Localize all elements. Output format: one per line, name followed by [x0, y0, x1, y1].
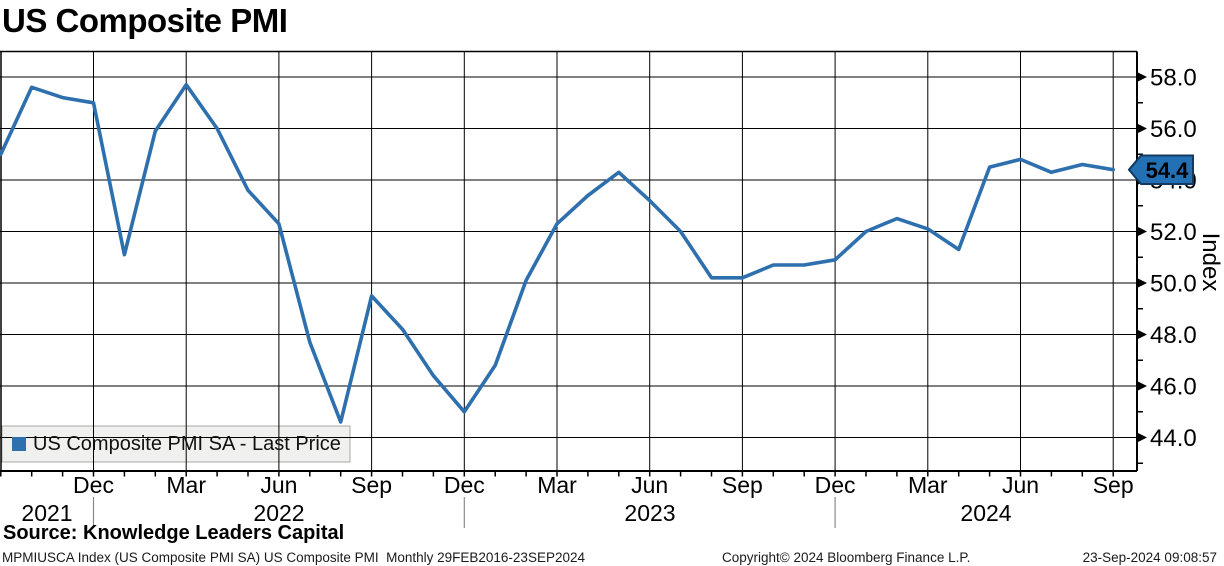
x-tick-label: Jun: [1002, 472, 1039, 498]
y-tick-label: 48.0: [1150, 322, 1197, 349]
y-major-tick: [1138, 72, 1147, 82]
y-axis-title: Index: [1197, 233, 1224, 292]
y-tick-label: 46.0: [1150, 374, 1197, 401]
y-major-tick: [1138, 227, 1147, 236]
y-tick-label: 56.0: [1150, 116, 1197, 143]
last-price-tag-shape: [1127, 154, 1194, 185]
footer-ticker-info: MPMIUSCA Index (US Composite PMI SA) US …: [2, 550, 585, 565]
legend-swatch-icon: [12, 437, 26, 451]
y-major-tick: [1138, 381, 1147, 391]
x-tick-label: Dec: [815, 472, 856, 498]
x-tick-label: Mar: [908, 472, 948, 498]
x-tick-label: Mar: [166, 472, 206, 498]
y-major-tick: [1138, 330, 1147, 339]
y-major-tick: [1138, 433, 1147, 442]
year-label: 2023: [624, 500, 675, 526]
x-tick-label: Jun: [631, 472, 668, 498]
legend-series-label: US Composite PMI SA - Last Price: [33, 432, 341, 455]
x-tick-label: Sep: [1093, 472, 1134, 498]
last-price-tag: 54.4: [1127, 154, 1194, 185]
x-tick-label: Jun: [260, 472, 297, 498]
legend: US Composite PMI SA - Last Price: [2, 426, 350, 462]
x-tick-label: Dec: [444, 472, 485, 498]
y-tick-label: 54.0: [1150, 168, 1197, 195]
pmi-series-line: [0, 82, 1115, 424]
y-major-tick: [1138, 278, 1147, 288]
y-major-tick: [1138, 175, 1147, 185]
y-tick-label: 50.0: [1150, 271, 1197, 298]
x-tick-label: Sep: [351, 472, 392, 498]
chart-title: US Composite PMI: [2, 2, 288, 39]
last-price-tag-label: 54.4: [1146, 158, 1190, 183]
x-tick-label: Sep: [722, 472, 763, 498]
x-tick-label: Mar: [537, 472, 577, 498]
x-tick-label: Dec: [73, 472, 114, 498]
footer-timestamp: 23-Sep-2024 09:08:57: [1082, 550, 1217, 565]
y-tick-label: 58.0: [1150, 65, 1197, 92]
y-major-tick: [1138, 124, 1147, 133]
year-label: 2024: [960, 500, 1011, 526]
source-line: Source: Knowledge Leaders Capital: [3, 522, 345, 544]
footer-copyright: Copyright© 2024 Bloomberg Finance L.P.: [722, 550, 971, 565]
y-tick-label: 44.0: [1150, 425, 1197, 452]
y-tick-label: 52.0: [1150, 219, 1197, 246]
